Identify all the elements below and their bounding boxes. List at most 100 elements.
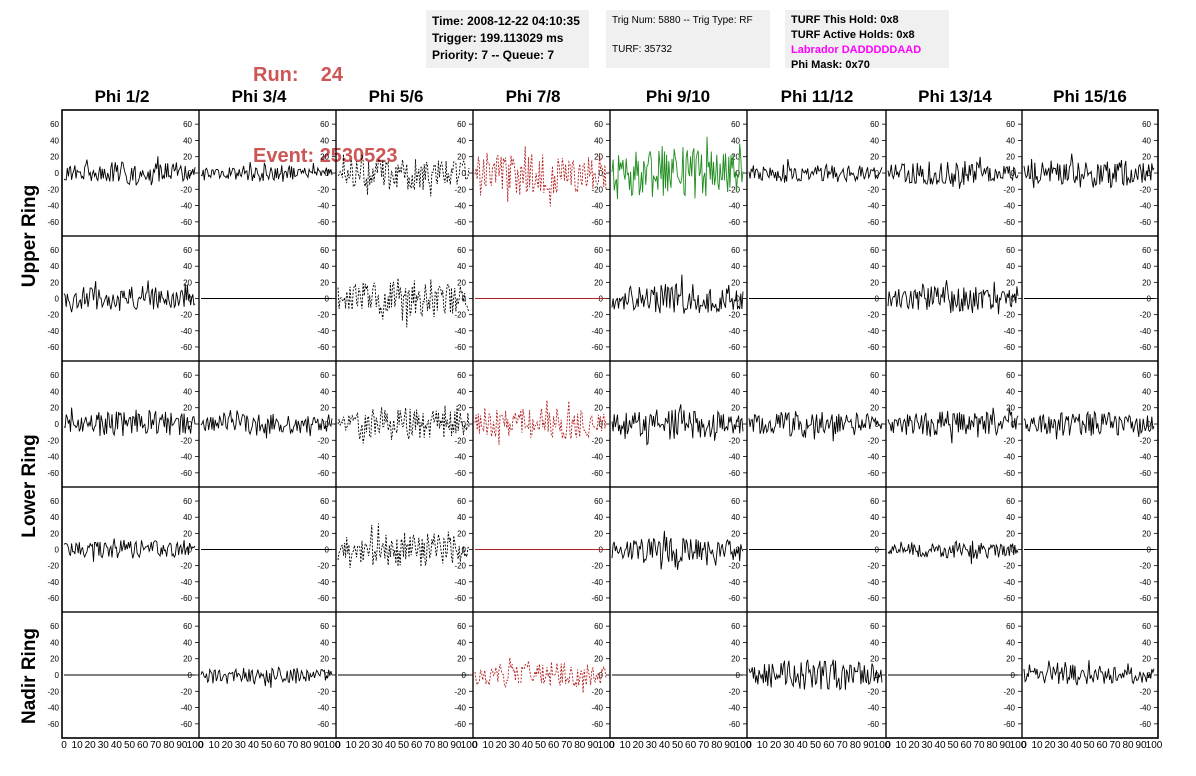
- y-tick-label: -40: [591, 202, 603, 211]
- left-y-tick-label: -40: [47, 704, 59, 713]
- waveform-line: [1023, 410, 1155, 440]
- y-tick-label: -20: [728, 311, 740, 320]
- left-y-tick-label: -60: [47, 343, 59, 352]
- y-tick-label: -40: [1003, 704, 1015, 713]
- x-tick-label: 40: [1070, 740, 1082, 751]
- left-y-tick-label: -60: [47, 218, 59, 227]
- x-tick-label: 0: [472, 740, 478, 751]
- y-tick-label: 20: [1006, 655, 1015, 664]
- panel-r4-c0: -60 -40 -20 0 20 40 60: [61, 611, 200, 739]
- y-tick-label: 40: [1142, 638, 1151, 647]
- y-tick-label: 20: [183, 404, 192, 413]
- y-tick-label: 40: [320, 638, 329, 647]
- y-tick-label: 60: [594, 246, 603, 255]
- x-tick-label: 10: [483, 740, 495, 751]
- x-tick-label: 90: [450, 740, 462, 751]
- x-tick-label: 80: [163, 740, 175, 751]
- y-tick-label: -60: [867, 469, 879, 478]
- x-tick-label: 90: [863, 740, 875, 751]
- waveform-line: [337, 278, 470, 328]
- y-tick-label: 0: [1147, 546, 1152, 555]
- y-tick-label: -40: [1139, 578, 1151, 587]
- phi-mask-text: Phi Mask: 0x70: [791, 59, 870, 71]
- y-tick-label: 20: [594, 153, 603, 162]
- waveform-line: [63, 407, 196, 437]
- panel-r1-c5: -60 -40 -20 0 20 40 60: [746, 235, 887, 362]
- x-tick-label: 30: [372, 740, 384, 751]
- left-y-tick-label: 20: [50, 153, 59, 162]
- y-tick-label: 0: [875, 546, 880, 555]
- y-tick-label: 0: [599, 546, 604, 555]
- panel-border: [335, 486, 474, 613]
- y-tick-label: 20: [1006, 529, 1015, 538]
- y-tick-label: 40: [731, 387, 740, 396]
- x-tick-label: 90: [176, 740, 188, 751]
- col-header-3: Phi 5/6: [368, 87, 424, 106]
- trig-num-text: Trig Num: 5880 -- Trig Type: RF: [612, 15, 753, 26]
- y-tick-label: -40: [591, 327, 603, 336]
- y-tick-label: 40: [1006, 513, 1015, 522]
- y-tick-label: -40: [1003, 327, 1015, 336]
- y-tick-label: 60: [594, 622, 603, 631]
- waveform-line: [887, 156, 1019, 189]
- y-tick-label: -40: [867, 578, 879, 587]
- y-tick-label: 40: [457, 513, 466, 522]
- y-tick-label: -20: [1003, 185, 1015, 194]
- panel-r0-c3: -60 -40 -20 0 20 40 60: [472, 109, 611, 237]
- x-tick-label: 100: [874, 740, 891, 751]
- y-tick-label: -60: [1003, 720, 1015, 729]
- y-tick-label: 20: [870, 153, 879, 162]
- panel-r2-c0: -60 -40 -20 0 20 40 60: [61, 360, 200, 488]
- y-tick-label: 60: [183, 622, 192, 631]
- x-tick-label: 100: [324, 740, 341, 751]
- waveform-line: [337, 154, 470, 197]
- y-tick-label: 0: [736, 671, 741, 680]
- x-tick-label: 30: [646, 740, 658, 751]
- x-tick-label: 50: [261, 740, 273, 751]
- y-tick-label: 20: [320, 153, 329, 162]
- y-tick-label: 40: [594, 513, 603, 522]
- x-tick-label: 50: [535, 740, 547, 751]
- panel-r3-c7: -60 -40 -20 0 20 40 60: [1021, 486, 1159, 613]
- y-tick-label: 20: [731, 153, 740, 162]
- x-tick-label: 30: [509, 740, 521, 751]
- waveform-line: [611, 136, 744, 200]
- y-tick-label: -20: [867, 436, 879, 445]
- x-tick-label: 60: [960, 740, 972, 751]
- y-tick-label: -60: [728, 720, 740, 729]
- x-tick-label: 50: [672, 740, 684, 751]
- y-tick-label: -60: [867, 218, 879, 227]
- waveform-line: [611, 530, 744, 570]
- y-tick-label: -40: [1003, 578, 1015, 587]
- time-trigger-box: Time: 2008-12-22 04:10:35 Trigger: 199.1…: [426, 10, 589, 68]
- y-tick-label: 40: [457, 136, 466, 145]
- y-tick-label: 60: [457, 622, 466, 631]
- y-tick-label: -20: [1003, 311, 1015, 320]
- y-tick-label: -60: [867, 720, 879, 729]
- y-tick-label: -60: [454, 343, 466, 352]
- y-tick-label: 0: [736, 295, 741, 304]
- y-tick-label: 60: [320, 622, 329, 631]
- y-tick-label: -60: [1003, 469, 1015, 478]
- y-tick-label: 0: [875, 295, 880, 304]
- waveform-line: [887, 407, 1019, 444]
- y-tick-label: 0: [462, 169, 467, 178]
- turf-this-hold-text: TURF This Hold: 0x8: [791, 14, 899, 26]
- y-tick-label: -60: [867, 594, 879, 603]
- waveform-line: [200, 161, 333, 183]
- y-tick-label: -60: [317, 720, 329, 729]
- y-tick-label: -20: [1139, 562, 1151, 571]
- y-tick-label: -40: [591, 578, 603, 587]
- y-tick-label: -40: [867, 453, 879, 462]
- y-tick-label: -60: [728, 218, 740, 227]
- y-tick-label: 0: [188, 671, 193, 680]
- left-y-tick-label: 60: [50, 497, 59, 506]
- y-tick-label: -20: [728, 185, 740, 194]
